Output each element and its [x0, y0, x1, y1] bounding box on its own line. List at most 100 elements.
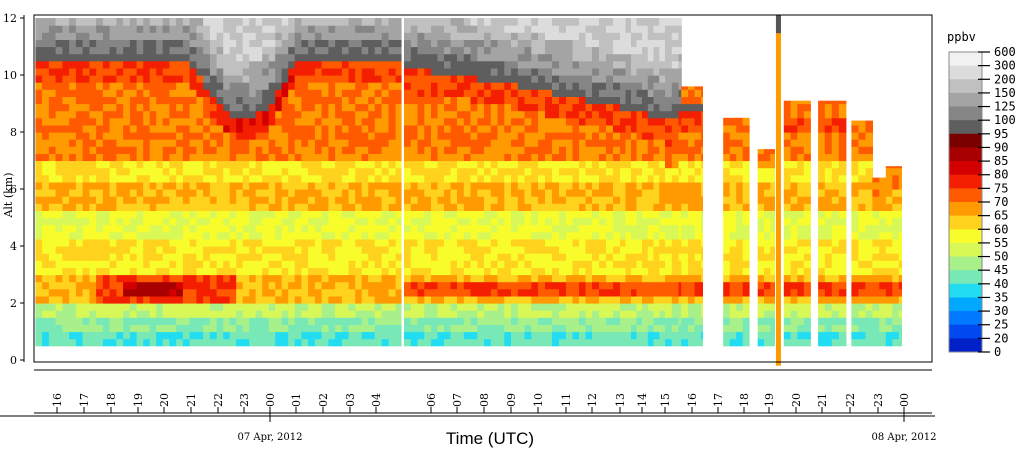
- data-cell: [75, 32, 84, 40]
- data-cell: [606, 224, 614, 233]
- data-cell: [450, 260, 458, 268]
- data-cell: [75, 281, 84, 290]
- data-cell: [203, 25, 211, 33]
- data-cell: [149, 189, 157, 197]
- data-cell: [203, 139, 211, 147]
- data-cell: [169, 25, 177, 33]
- data-cell: [348, 281, 356, 290]
- data-cell: [517, 189, 526, 197]
- data-cell: [552, 217, 560, 226]
- data-cell: [723, 288, 731, 297]
- data-cell: [450, 189, 458, 197]
- data-cell: [281, 60, 289, 69]
- data-cell: [62, 189, 70, 197]
- data-cell: [136, 46, 144, 55]
- data-cell: [579, 18, 587, 26]
- data-cell: [545, 338, 553, 347]
- data-cell: [681, 281, 689, 290]
- data-cell: [764, 246, 771, 254]
- data-cell: [203, 174, 211, 183]
- data-cell: [566, 224, 574, 233]
- data-cell: [729, 160, 737, 169]
- data-cell: [524, 196, 532, 204]
- data-cell: [361, 110, 369, 119]
- data-cell: [314, 224, 323, 233]
- data-cell: [477, 295, 485, 304]
- data-cell: [374, 89, 383, 97]
- data-cell: [223, 181, 231, 190]
- data-cell: [538, 281, 546, 290]
- data-cell: [348, 267, 356, 276]
- data-cell: [678, 274, 682, 283]
- data-cell: [538, 153, 546, 162]
- data-cell: [355, 317, 363, 325]
- data-cell: [444, 288, 452, 297]
- data-cell: [355, 303, 363, 311]
- data-cell: [62, 89, 70, 97]
- data-cell: [262, 274, 270, 283]
- data-cell: [625, 295, 632, 304]
- data-cell: [216, 324, 224, 333]
- data-cell: [335, 25, 343, 33]
- data-cell: [642, 260, 649, 268]
- data-cell: [281, 46, 289, 55]
- data-cell: [579, 117, 587, 126]
- data-cell: [395, 288, 402, 297]
- data-cell: [156, 75, 164, 83]
- data-cell: [341, 238, 350, 247]
- data-cell: [162, 203, 170, 211]
- data-cell: [209, 160, 218, 169]
- data-cell: [484, 281, 492, 290]
- data-cell: [48, 274, 57, 283]
- data-cell: [729, 295, 737, 304]
- data-cell: [579, 260, 587, 268]
- data-cell: [410, 60, 419, 69]
- data-cell: [678, 331, 682, 340]
- data-cell: [484, 153, 492, 162]
- data-cell: [431, 295, 439, 304]
- data-cell: [102, 281, 111, 290]
- data-cell: [764, 303, 771, 311]
- data-cell: [517, 203, 526, 211]
- data-cell: [203, 260, 211, 268]
- data-cell: [35, 267, 43, 276]
- data-cell: [275, 238, 283, 247]
- data-cell: [517, 96, 526, 105]
- data-cell: [109, 181, 117, 190]
- data-cell: [572, 189, 580, 197]
- data-cell: [69, 139, 77, 147]
- data-cell: [341, 231, 350, 240]
- data-cell: [268, 303, 276, 311]
- data-cell: [688, 246, 696, 254]
- data-cell: [368, 196, 376, 204]
- data-cell: [162, 210, 170, 219]
- data-cell: [89, 167, 97, 176]
- data-cell: [431, 67, 439, 76]
- data-cell: [463, 174, 472, 183]
- data-cell: [348, 238, 356, 247]
- data-cell: [321, 60, 329, 69]
- data-cell: [249, 110, 257, 119]
- data-cell: [497, 60, 505, 69]
- data-cell: [450, 224, 458, 233]
- data-cell: [189, 60, 197, 69]
- data-cell: [275, 18, 283, 26]
- data-cell: [484, 103, 492, 112]
- data-cell: [497, 132, 505, 140]
- data-cell: [552, 39, 560, 48]
- data-cell: [678, 174, 682, 183]
- data-cell: [647, 96, 655, 105]
- data-cell: [249, 103, 257, 112]
- data-cell: [368, 153, 376, 162]
- data-cell: [176, 82, 184, 90]
- data-cell: [249, 303, 257, 311]
- data-cell: [642, 303, 649, 311]
- data-cell: [48, 189, 57, 197]
- data-cell: [559, 139, 567, 147]
- data-cell: [255, 246, 263, 254]
- data-cell: [783, 238, 792, 247]
- data-cell: [301, 217, 309, 226]
- data-cell: [123, 324, 131, 333]
- data-cell: [129, 89, 138, 97]
- data-cell: [599, 181, 607, 190]
